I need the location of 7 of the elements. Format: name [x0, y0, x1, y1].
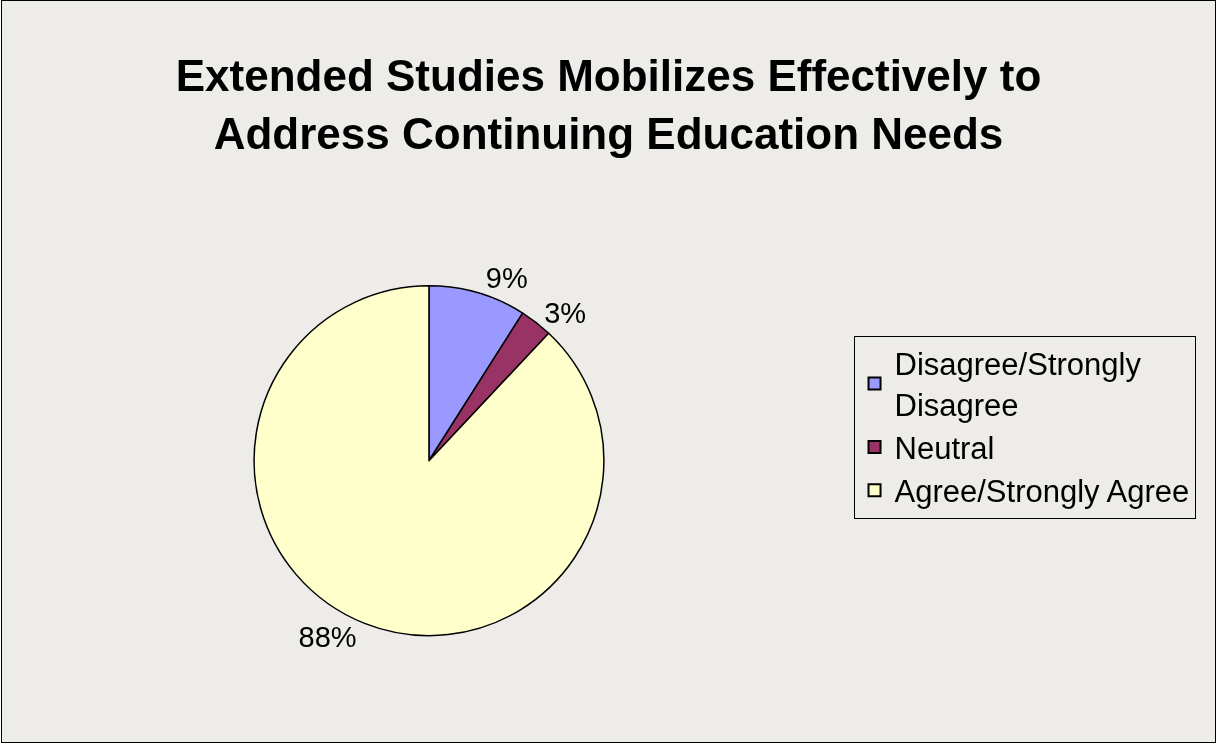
- data-label: 9%: [485, 262, 528, 295]
- legend-label: Agree/Strongly Agree: [894, 474, 1190, 510]
- legend-label: Neutral: [894, 431, 995, 467]
- chart-title: Extended Studies Mobilizes Effectively to Address Continuing Education Needs: [175, 51, 1042, 158]
- legend-label: Disagree/Strongly Disagree: [894, 347, 1142, 423]
- data-label: 3%: [544, 296, 587, 329]
- data-label: 88%: [298, 621, 357, 654]
